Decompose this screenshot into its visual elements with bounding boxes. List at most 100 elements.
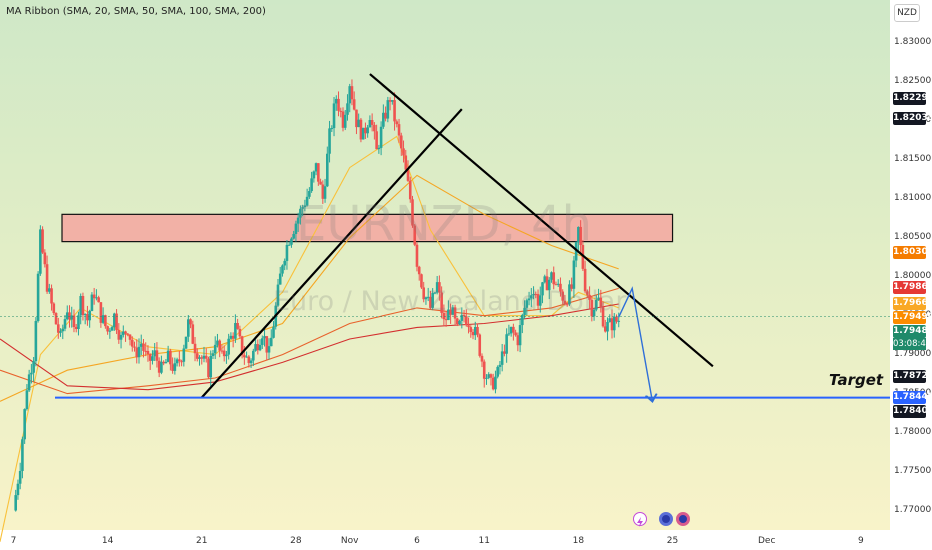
candle-body [413, 225, 417, 245]
flag-icon[interactable] [676, 512, 690, 526]
candle-body [586, 291, 589, 295]
ma-line [0, 287, 619, 395]
candle-body [583, 268, 587, 292]
candle-body [375, 131, 378, 150]
candle-body [236, 322, 239, 329]
candle-body [171, 364, 174, 371]
candle-body [43, 252, 47, 265]
candle-body [180, 361, 183, 363]
candle-body [231, 335, 235, 339]
candle-body [348, 86, 352, 104]
price-tick-label: 1.82500 [894, 75, 932, 86]
candle-body [334, 98, 338, 104]
candle-body [552, 272, 556, 285]
candle-body [249, 360, 253, 364]
candle-body [509, 326, 513, 334]
candle-body [464, 316, 468, 326]
candle-body [364, 127, 367, 134]
candle-body [305, 196, 309, 206]
candle-body [267, 346, 271, 353]
candle-body [500, 351, 504, 365]
candle-body [56, 324, 60, 333]
candle-body [45, 264, 49, 292]
candle-body [189, 319, 192, 325]
candle-body [467, 325, 470, 328]
candle-body [366, 127, 369, 134]
candle-body [460, 314, 464, 321]
candle-body [272, 326, 275, 338]
candle-body [292, 233, 295, 239]
candle-body [308, 191, 311, 197]
candle-body [97, 297, 100, 303]
candle-body [469, 327, 473, 332]
candle-body [568, 284, 571, 305]
candle-body [498, 364, 502, 367]
candle-body [352, 99, 356, 110]
candle-body [608, 318, 612, 323]
candle-body [402, 148, 405, 156]
candle-body [86, 314, 89, 321]
candle-body [216, 340, 219, 345]
candle-body [144, 350, 148, 352]
candle-body [157, 360, 161, 373]
time-tick-label: 11 [478, 536, 490, 546]
price-tag: 1.79864 [893, 280, 932, 294]
currency-button[interactable]: NZD [894, 4, 920, 22]
candle-body [198, 357, 201, 359]
candle-body [357, 119, 360, 128]
candle-body [433, 292, 437, 294]
trendline [369, 73, 714, 368]
candle-body [491, 377, 495, 390]
candle-body [395, 121, 399, 125]
candle-body [512, 326, 515, 333]
candle-body [361, 127, 365, 140]
candle-body [355, 109, 358, 128]
time-axis-background [0, 530, 890, 550]
candle-body [424, 297, 428, 300]
flag-icon[interactable] [659, 512, 673, 526]
candle-body [449, 309, 452, 315]
candle-body [34, 320, 38, 362]
indicator-legend[interactable]: MA Ribbon (SMA, 20, SMA, 50, SMA, 100, S… [6, 6, 266, 17]
candle-body [577, 226, 580, 243]
candle-body [330, 128, 334, 130]
candle-body [59, 331, 62, 333]
candle-body [269, 337, 273, 347]
candle-body [195, 353, 199, 359]
candle-body [559, 283, 562, 292]
bar-countdown: 03:08:46 [893, 337, 932, 350]
watermark-symbol: EURNZD, 4h [296, 196, 593, 252]
candle-body [200, 357, 204, 359]
candle-body [579, 226, 582, 246]
candle-body [184, 336, 188, 349]
candle-body [451, 307, 455, 315]
candle-body [532, 293, 535, 296]
candle-body [516, 335, 520, 346]
candle-body [332, 103, 336, 129]
candle-body [343, 114, 347, 128]
candle-body [110, 327, 114, 331]
time-tick-label: 6 [414, 536, 420, 546]
target-label: Target [829, 371, 884, 389]
lightning-icon[interactable] [633, 512, 647, 527]
candle-body [278, 273, 282, 285]
candle-body [346, 103, 349, 115]
candle-body [541, 282, 544, 296]
time-tick-label: 28 [290, 536, 302, 546]
candle-body [36, 273, 40, 321]
candle-body [458, 320, 461, 325]
candle-body [263, 336, 266, 339]
candle-body [240, 336, 244, 356]
candle-body [534, 293, 538, 295]
candle-body [404, 155, 408, 170]
candle-body [52, 303, 56, 314]
candle-body [106, 326, 109, 332]
candle-body [543, 276, 547, 283]
candle-body [124, 331, 127, 334]
candle-body [417, 266, 421, 275]
candle-body [379, 126, 383, 148]
candle-body [478, 334, 482, 356]
candle-body [104, 315, 107, 327]
candle-body [572, 260, 576, 289]
